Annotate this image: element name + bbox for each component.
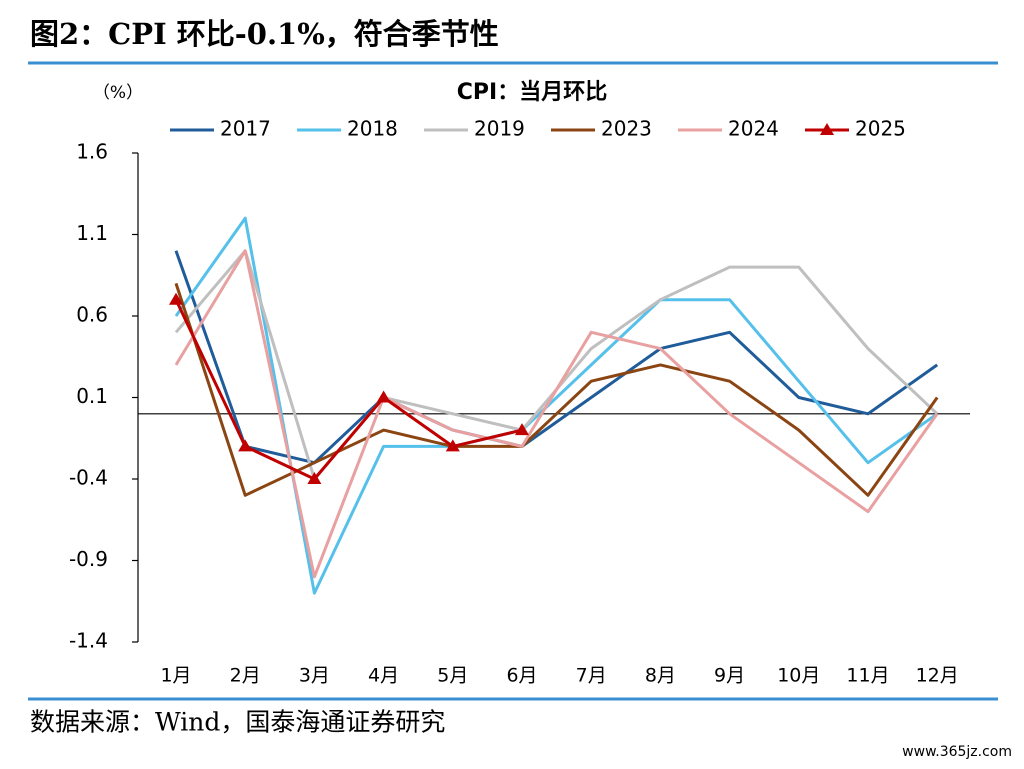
point-marker — [169, 292, 183, 305]
chart-title: CPI：当月环比 — [457, 80, 607, 105]
y-tick-label: 1.1 — [76, 221, 108, 245]
legend-label: 2023 — [601, 117, 652, 141]
y-tick-label: 1.6 — [76, 140, 108, 164]
legend-label: 2025 — [855, 117, 906, 141]
series-line — [174, 249, 939, 481]
point-marker — [238, 439, 253, 452]
x-tick-label: 3月 — [299, 665, 330, 687]
x-tick-label: 4月 — [368, 665, 399, 687]
y-tick-label: -1.4 — [69, 629, 108, 653]
watermark: www.365jz.com — [902, 744, 1012, 760]
page-title: 图2：CPI 环比-0.1%，符合季节性 — [30, 17, 499, 51]
point-marker — [445, 439, 460, 452]
legend-label: 2019 — [474, 117, 525, 141]
series-line — [174, 216, 939, 595]
x-tick-label: 5月 — [437, 665, 468, 687]
x-tick-label: 8月 — [645, 665, 676, 687]
x-tick-label: 2月 — [230, 665, 261, 687]
y-tick-label: -0.9 — [69, 547, 108, 571]
source: 数据来源：Wind，国泰海通证券研究 — [30, 708, 445, 737]
series-line — [174, 250, 939, 465]
y-tick-label: 0.1 — [76, 384, 108, 408]
y-axis-label: （%） — [93, 83, 143, 103]
x-tick-label: 6月 — [506, 665, 537, 687]
x-tick-label: 9月 — [714, 665, 745, 687]
series-line — [174, 249, 939, 579]
y-tick-label: -0.4 — [69, 466, 108, 490]
x-tick-label: 1月 — [160, 665, 191, 687]
point-marker — [307, 472, 322, 484]
x-tick-label: 11月 — [846, 665, 889, 687]
legend-label: 2018 — [347, 117, 398, 141]
point-marker — [376, 390, 391, 403]
legend-marker — [820, 123, 834, 135]
series-line — [174, 282, 939, 497]
legend-label: 2017 — [220, 117, 271, 141]
series-line — [174, 299, 523, 481]
x-tick-label: 7月 — [576, 665, 607, 687]
point-marker — [515, 423, 529, 436]
y-tick-label: 0.6 — [76, 303, 108, 327]
x-tick-label: 10月 — [777, 665, 820, 687]
legend-label: 2024 — [728, 117, 779, 141]
x-tick-label: 12月 — [916, 665, 959, 687]
